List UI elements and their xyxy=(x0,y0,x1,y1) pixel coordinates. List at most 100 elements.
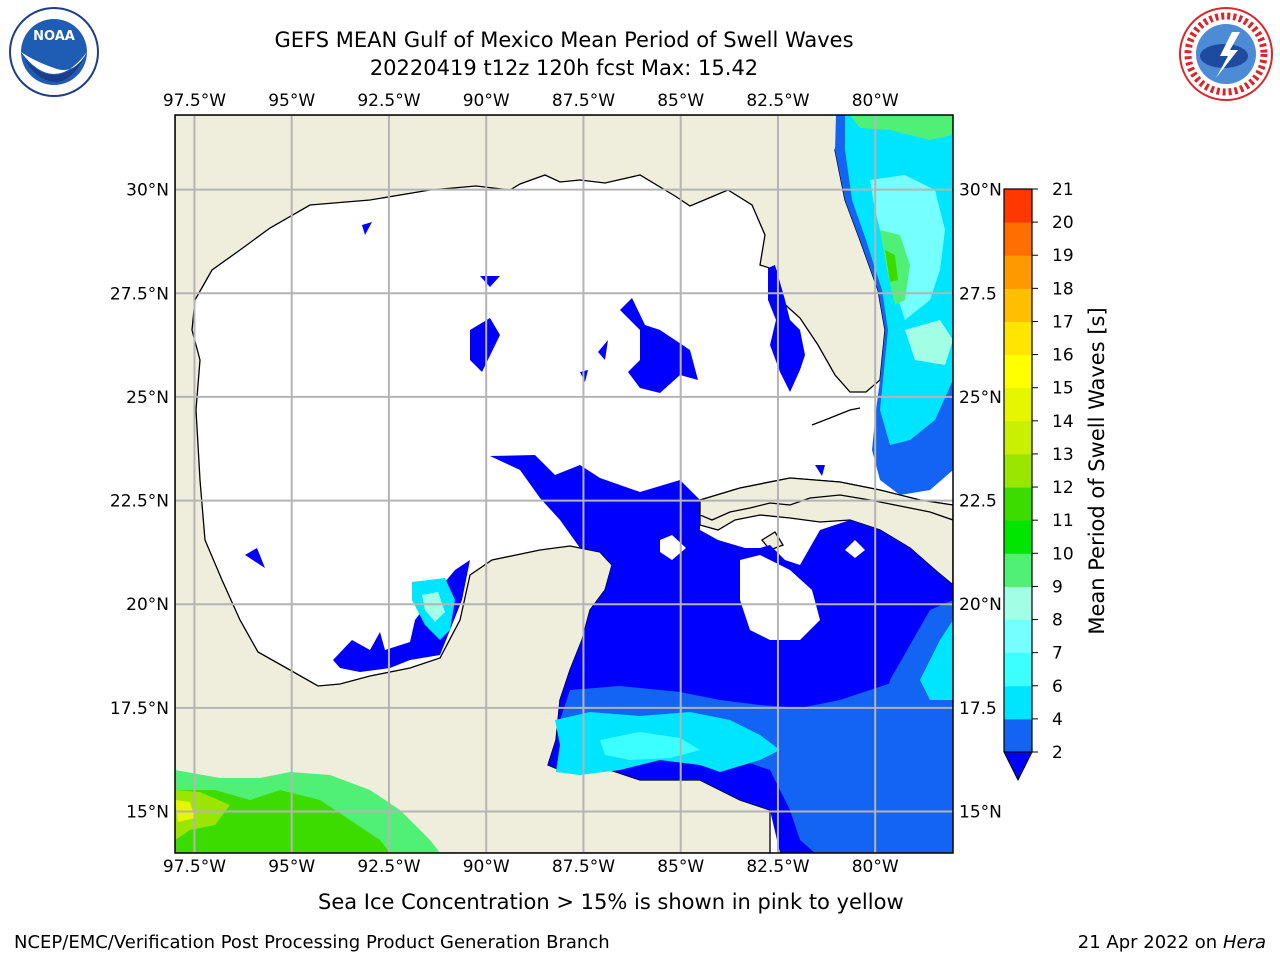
lat-tick-label: 17.5°N xyxy=(110,699,169,719)
lat-tick-label: 20°N xyxy=(126,595,169,615)
noaa-logo: NOAA xyxy=(4,6,104,106)
map-subtitle: 20220419 t12z 120h fcst Max: 15.42 xyxy=(369,56,759,80)
lat-ticks-left: 30°N 27.5°N 25°N 22.5°N 20°N 17.5°N 15°N xyxy=(110,181,169,823)
colorbar-segment xyxy=(1004,685,1032,720)
colorbar-segment xyxy=(1004,222,1032,256)
colorbar-segment xyxy=(1004,619,1032,654)
colorbar-segment xyxy=(1004,387,1032,422)
swell-caribbean-6-7 xyxy=(600,732,700,760)
swell-patch xyxy=(480,276,500,287)
colorbar-segment xyxy=(1004,354,1032,389)
colorbar-segment xyxy=(1004,487,1032,521)
lon-tick-label: 80°W xyxy=(852,91,899,111)
lat-tick-label: 25°N xyxy=(959,388,1002,408)
swell-patch xyxy=(598,340,608,360)
colorbar-tick-label: 17 xyxy=(1052,312,1074,332)
footer-date-text: 21 Apr 2022 on xyxy=(1077,932,1223,953)
colorbar-tick-label: 15 xyxy=(1052,379,1074,399)
swell-patch xyxy=(333,560,470,672)
lat-tick-label: 20°N xyxy=(959,595,1002,615)
lon-tick-label: 82.5°W xyxy=(746,91,809,111)
colorbar-tick-label: 21 xyxy=(1052,180,1074,200)
lon-tick-label: 85°W xyxy=(657,857,704,877)
lon-tick-label: 92.5°W xyxy=(357,91,420,111)
lon-tick-label: 95°W xyxy=(268,857,315,877)
colorbar-tick-label: 4 xyxy=(1052,710,1063,730)
colorbar-segment xyxy=(1004,453,1032,488)
lon-tick-label: 90°W xyxy=(463,857,510,877)
swell-period-fill xyxy=(175,115,953,853)
lat-tick-label: 27.5 xyxy=(959,284,997,304)
swell-patch xyxy=(362,222,372,235)
colorbar-segment xyxy=(1004,520,1032,554)
lon-tick-label: 87.5°W xyxy=(552,857,615,877)
colorbar-frame xyxy=(1003,188,1033,753)
swell-hole xyxy=(845,540,865,558)
colorbar-tick-label: 6 xyxy=(1052,677,1063,697)
lon-tick-label: 82.5°W xyxy=(746,857,809,877)
colorbar-tick-label: 13 xyxy=(1052,445,1074,465)
lat-tick-label: 15°N xyxy=(126,803,169,823)
colorbar-segment xyxy=(1004,288,1032,322)
lat-ticks-right: 30°N 27.5 25°N 22.5 20°N 17.5 15°N xyxy=(959,181,1002,823)
lat-tick-label: 25°N xyxy=(126,388,169,408)
land-overlay xyxy=(699,477,953,521)
swell-atlantic-6-8 xyxy=(870,175,945,320)
footer-host: Hera xyxy=(1222,932,1266,953)
colorbar-segment xyxy=(1004,255,1032,289)
colorbar-ticks: 2 4 6 7 8 9 10 11 12 13 14 15 16 17 18 19 20 21 xyxy=(1032,180,1074,763)
swell-patch xyxy=(815,465,825,476)
footer-branch: NCEP/EMC/Verification Post Processing Pr… xyxy=(14,932,610,953)
colorbar-tick-label: 14 xyxy=(1052,412,1074,432)
swell-atlantic-green xyxy=(885,250,898,282)
footer-date: 21 Apr 2022 on Hera xyxy=(1078,932,1266,953)
colorbar-tick-label: 16 xyxy=(1052,346,1074,366)
lon-ticks-top: 97.5°W 95°W 92.5°W 90°W 87.5°W 85°W 82.5°W 80°W xyxy=(163,91,899,111)
swell-campeche-inner xyxy=(422,592,445,622)
swell-caribbean-east-4-6 xyxy=(920,620,953,700)
lon-tick-label: 95°W xyxy=(268,91,315,111)
lon-tick-label: 80°W xyxy=(852,857,899,877)
lat-tick-label: 22.5°N xyxy=(110,492,169,512)
lon-tick-label: 87.5°W xyxy=(552,91,615,111)
colorbar-tick-label: 18 xyxy=(1052,279,1074,299)
colorbar-segment xyxy=(1004,189,1032,223)
swell-patch xyxy=(245,548,265,568)
lon-tick-label: 97.5°W xyxy=(163,91,226,111)
swell-atlantic-bahamas xyxy=(905,320,953,365)
lat-tick-label: 30°N xyxy=(126,181,169,201)
colorbar-tick-label: 19 xyxy=(1052,246,1074,266)
colorbar-tick-label: 7 xyxy=(1052,644,1063,664)
noaa-logo-text: NOAA xyxy=(33,29,75,44)
graticule xyxy=(175,115,953,853)
colorbar-segment xyxy=(1004,420,1032,455)
colorbar-tick-label: 12 xyxy=(1052,478,1074,498)
lon-tick-label: 92.5°W xyxy=(357,857,420,877)
lat-tick-label: 30°N xyxy=(959,181,1002,201)
swell-hole xyxy=(660,535,686,560)
colorbar-tick-label: 9 xyxy=(1052,577,1063,597)
colorbar-segment xyxy=(1004,718,1032,753)
lat-tick-label: 27.5°N xyxy=(110,284,169,304)
lat-tick-label: 17.5 xyxy=(959,699,997,719)
sea-ice-note: Sea Ice Concentration > 15% is shown in … xyxy=(318,890,904,914)
colorbar xyxy=(1003,188,1033,782)
colorbar-under-triangle xyxy=(1003,751,1033,782)
colorbar-tick-label: 10 xyxy=(1052,544,1074,564)
lon-tick-label: 97.5°W xyxy=(163,857,226,877)
map-title: GEFS MEAN Gulf of Mexico Mean Period of … xyxy=(274,28,854,52)
swell-hole xyxy=(740,555,820,640)
colorbar-segment xyxy=(1004,586,1032,621)
map-frame xyxy=(174,114,954,854)
colorbar-tick-label: 20 xyxy=(1052,213,1074,233)
land-keys xyxy=(811,407,861,426)
colorbar-segment xyxy=(1004,652,1032,687)
colorbar-label: Mean Period of Swell Waves [s] xyxy=(1085,307,1109,634)
colorbar-segment xyxy=(1004,321,1032,356)
nws-logo xyxy=(1176,4,1276,104)
swell-patch xyxy=(620,298,698,393)
lat-tick-label: 15°N xyxy=(959,803,1002,823)
lon-tick-label: 85°W xyxy=(657,91,704,111)
swell-patch xyxy=(470,318,500,372)
